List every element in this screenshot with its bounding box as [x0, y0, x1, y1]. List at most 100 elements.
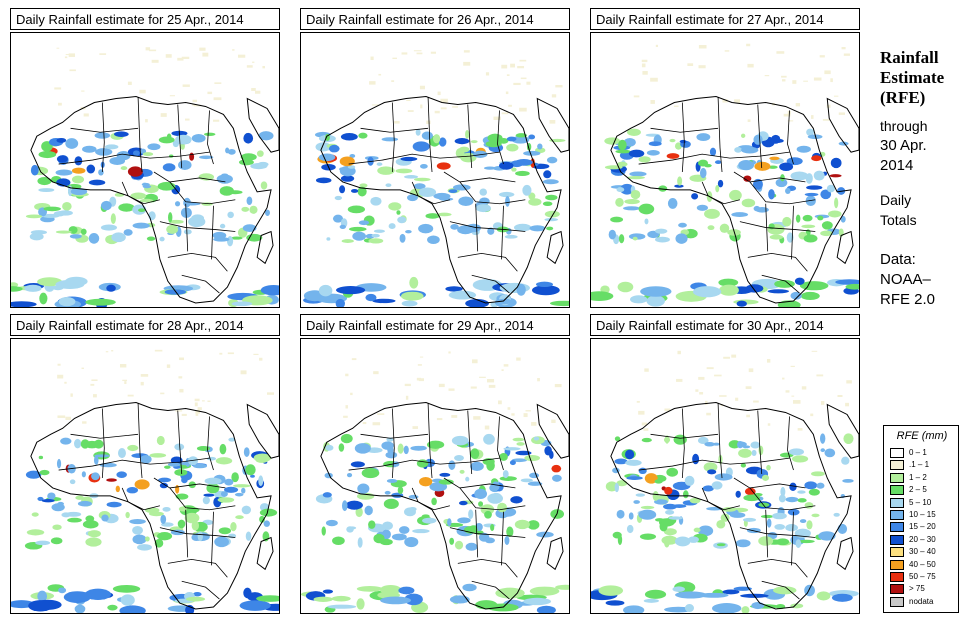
rain-cell — [646, 150, 660, 156]
rain-cell — [675, 233, 688, 244]
country-border — [360, 127, 429, 133]
rain-cell — [328, 144, 340, 153]
country-border — [207, 110, 214, 165]
rain-speck — [714, 374, 722, 377]
rain-speck — [537, 378, 540, 382]
rain-cell — [804, 481, 818, 490]
rainfall-field — [591, 43, 859, 307]
rain-cell — [709, 147, 717, 157]
legend-entry: 10 – 15 — [890, 510, 956, 522]
rain-cell — [397, 216, 407, 224]
rain-cell — [678, 222, 687, 228]
rain-cell — [197, 531, 203, 542]
country-border — [733, 477, 806, 489]
coastline — [256, 536, 274, 571]
rain-cell — [692, 453, 700, 465]
rain-cell — [510, 496, 523, 504]
rain-cell — [738, 159, 755, 171]
rain-cell — [772, 512, 787, 520]
rain-speck — [820, 401, 825, 405]
rain-speck — [419, 356, 424, 358]
rain-cell — [245, 464, 256, 476]
rain-speck — [448, 388, 455, 391]
rain-cell — [672, 586, 685, 592]
rain-speck — [487, 379, 495, 383]
rain-cell — [213, 237, 230, 242]
rain-cell — [768, 189, 775, 200]
rain-cell — [664, 486, 673, 495]
rain-cell — [625, 449, 635, 460]
rain-speck — [193, 104, 202, 107]
rain-speck — [426, 120, 431, 125]
rain-cell — [357, 537, 363, 548]
rain-cell — [198, 155, 214, 160]
rain-cell — [731, 212, 749, 217]
rain-cell — [626, 524, 634, 534]
rain-cell — [61, 512, 71, 518]
rain-speck — [698, 376, 705, 380]
rain-speck — [501, 64, 508, 69]
rain-cell — [175, 484, 180, 494]
rain-cell — [528, 192, 536, 200]
rain-speck — [526, 81, 531, 85]
rain-cell — [65, 138, 79, 149]
rain-cell — [521, 521, 527, 529]
rain-cell — [643, 598, 659, 603]
rain-cell — [100, 224, 118, 231]
country-border — [411, 487, 450, 511]
rain-speck — [525, 410, 531, 412]
country-border — [153, 477, 226, 489]
rain-cell — [109, 156, 126, 165]
rain-cell — [816, 591, 831, 601]
rain-cell — [405, 230, 412, 234]
rain-speck — [405, 395, 409, 400]
rain-cell — [448, 189, 458, 194]
rain-cell — [203, 132, 216, 136]
rain-speck — [169, 95, 175, 97]
rain-cell — [84, 588, 112, 600]
rain-speck — [92, 394, 97, 398]
rain-speck — [179, 388, 184, 393]
rain-cell — [137, 544, 152, 551]
rain-cell — [608, 229, 617, 240]
legend-swatch — [890, 559, 904, 570]
rain-cell — [523, 150, 541, 156]
panel-25-apr: Daily Rainfall estimate for 25 Apr., 201… — [10, 8, 280, 308]
rain-speck — [843, 53, 850, 56]
rain-cell — [465, 129, 470, 139]
rain-speck — [549, 119, 556, 124]
rain-cell — [364, 505, 373, 516]
rain-cell — [47, 492, 56, 500]
rain-cell — [427, 235, 440, 245]
rain-speck — [641, 59, 648, 63]
country-border — [185, 203, 189, 252]
rain-cell — [175, 493, 189, 500]
rain-cell — [43, 206, 61, 212]
rain-speck — [430, 51, 436, 54]
rain-cell — [142, 185, 152, 189]
rain-cell — [341, 239, 354, 243]
rain-cell — [737, 440, 744, 449]
country-border — [701, 181, 740, 205]
rain-cell — [785, 187, 791, 195]
rain-cell — [806, 128, 814, 136]
rain-cell — [184, 512, 200, 524]
rain-cell — [470, 140, 478, 144]
rain-cell — [224, 478, 234, 486]
rain-cell — [214, 536, 229, 548]
rain-cell — [146, 236, 156, 241]
country-border — [471, 274, 510, 294]
rain-cell — [740, 133, 746, 138]
rain-cell — [350, 461, 365, 468]
rain-speck — [181, 56, 190, 60]
legend-entry: 20 – 30 — [890, 534, 956, 547]
rain-cell — [57, 501, 65, 506]
rain-cell — [454, 138, 470, 145]
rain-cell — [106, 284, 116, 292]
rain-cell — [718, 278, 739, 287]
rain-cell — [243, 132, 254, 144]
rain-cell — [75, 495, 85, 500]
country-border — [757, 410, 763, 475]
rain-cell — [413, 183, 426, 190]
